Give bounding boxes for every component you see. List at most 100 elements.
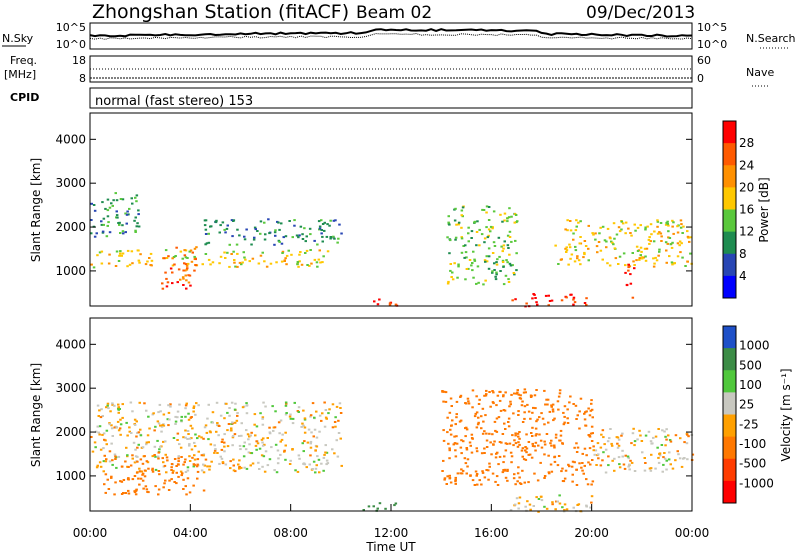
range-gate-cell	[274, 229, 277, 232]
range-gate-cell	[544, 294, 548, 297]
range-gate-cell	[236, 412, 239, 414]
range-gate-cell	[505, 442, 509, 445]
range-gate-cell	[471, 437, 474, 440]
range-gate-cell	[284, 401, 288, 404]
range-gate-cell	[329, 236, 332, 238]
range-gate-cell	[134, 196, 137, 199]
range-gate-cell	[664, 241, 668, 244]
range-gate-cell	[285, 412, 288, 414]
range-gate-cell	[164, 440, 167, 443]
range-gate-cell	[225, 227, 229, 230]
range-gate-cell	[110, 476, 113, 479]
range-gate-cell	[238, 459, 241, 462]
range-gate-cell	[629, 282, 633, 285]
range-gate-cell	[495, 404, 498, 407]
range-gate-cell	[312, 435, 315, 438]
range-gate-cell	[115, 426, 118, 429]
range-gate-cell	[487, 247, 491, 250]
range-gate-cell	[113, 453, 117, 456]
range-gate-cell	[204, 253, 208, 255]
range-gate-cell	[545, 398, 548, 401]
range-gate-cell	[117, 260, 121, 262]
range-gate-cell	[492, 391, 495, 394]
range-gate-cell	[238, 467, 241, 470]
range-gate-cell	[195, 402, 198, 405]
range-gate-cell	[309, 249, 312, 251]
range-gate-cell	[454, 423, 457, 426]
range-gate-cell	[504, 476, 508, 479]
range-gate-cell	[108, 253, 111, 256]
range-gate-cell	[455, 413, 458, 416]
range-gate-cell	[267, 218, 270, 221]
range-gate-cell	[530, 456, 534, 459]
range-gate-cell	[481, 471, 485, 474]
range-gate-cell	[679, 219, 683, 222]
range-gate-cell	[181, 472, 184, 475]
range-gate-cell	[516, 389, 519, 392]
range-gate-cell	[665, 468, 668, 471]
range-gate-cell	[309, 440, 313, 443]
range-gate-cell	[182, 463, 185, 466]
range-gate-cell	[583, 418, 587, 421]
colorbar-swatch	[723, 121, 736, 144]
range-gate-cell	[118, 254, 121, 257]
range-gate-cell	[593, 453, 596, 456]
nave-tick-top: 60	[697, 54, 711, 67]
range-gate-cell	[126, 434, 129, 437]
range-gate-cell	[446, 236, 449, 239]
range-gate-cell	[556, 400, 560, 403]
colorbar-tick-label: 8	[739, 247, 747, 261]
range-gate-cell	[626, 455, 630, 458]
range-gate-cell	[517, 466, 520, 469]
range-gate-cell	[111, 459, 114, 462]
range-gate-cell	[333, 237, 336, 240]
range-gate-cell	[669, 243, 672, 246]
range-gate-cell	[110, 424, 113, 427]
range-gate-cell	[277, 221, 280, 224]
cpid-panel: CPID normal (fast stereo) 153	[10, 87, 693, 109]
range-gate-cell	[141, 446, 145, 449]
range-gate-cell	[649, 469, 653, 472]
range-gate-cell	[99, 416, 103, 419]
range-gate-cell	[115, 214, 119, 217]
range-gate-cell	[206, 417, 209, 420]
range-gate-cell	[591, 432, 594, 435]
range-gate-cell	[514, 239, 517, 242]
range-gate-cell	[117, 406, 120, 409]
range-gate-cell	[233, 259, 236, 261]
range-gate-cell	[643, 247, 647, 250]
range-gate-cell	[516, 480, 519, 483]
range-gate-cell	[285, 263, 288, 266]
range-gate-cell	[133, 475, 137, 477]
range-gate-cell	[466, 465, 469, 468]
range-gate-cell	[495, 261, 498, 264]
range-gate-cell	[196, 458, 200, 461]
range-gate-cell	[226, 445, 230, 448]
range-gate-cell	[562, 411, 565, 414]
range-gate-cell	[243, 238, 247, 241]
range-gate-cell	[137, 225, 141, 228]
range-gate-cell	[570, 253, 574, 256]
range-gate-cell	[482, 283, 485, 286]
range-gate-cell	[454, 482, 457, 485]
range-gate-cell	[193, 458, 197, 461]
range-gate-cell	[551, 408, 555, 411]
range-gate-cell	[326, 250, 330, 253]
power-marks	[90, 192, 693, 308]
range-gate-cell	[240, 434, 243, 437]
range-gate-cell	[665, 428, 668, 431]
range-gate-cell	[571, 473, 574, 476]
range-gate-cell	[388, 302, 392, 305]
range-gate-cell	[323, 401, 326, 404]
range-gate-cell	[192, 405, 196, 408]
range-gate-cell	[285, 402, 288, 405]
range-gate-cell	[532, 406, 535, 409]
range-gate-cell	[221, 461, 225, 464]
range-gate-cell	[587, 434, 590, 436]
range-gate-cell	[524, 391, 527, 394]
nsky-panel: N.Sky 10^5 10^0 10^5 10^0 N.Search	[2, 21, 796, 51]
range-gate-cell	[185, 279, 188, 282]
range-gate-cell	[306, 441, 310, 444]
range-gate-cell	[620, 434, 623, 437]
range-gate-cell	[340, 232, 343, 235]
